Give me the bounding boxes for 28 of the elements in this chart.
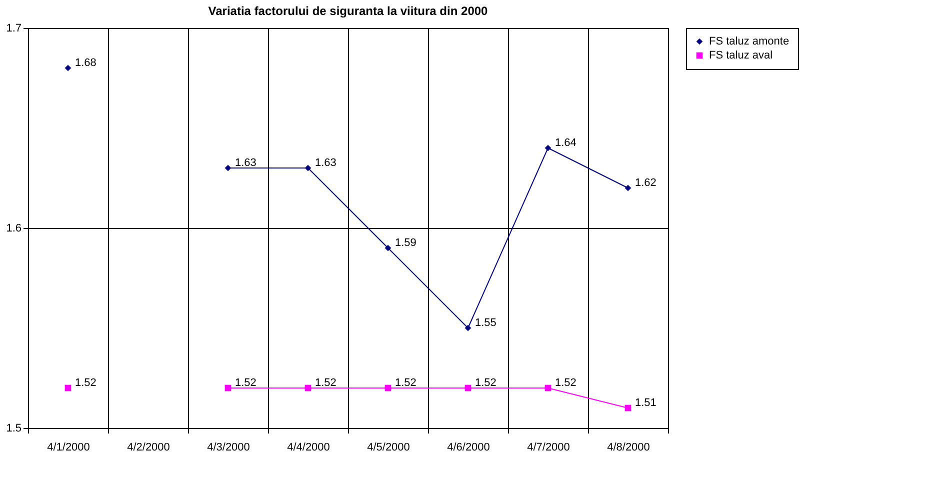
- data-label: 1.59: [395, 237, 416, 249]
- x-tick-label: 4/5/2000: [367, 442, 410, 454]
- data-label: 1.51: [635, 397, 656, 409]
- chart-title: Variatia factorului de siguranta la viitura din 2000: [208, 4, 488, 18]
- legend-label: FS taluz aval: [709, 50, 773, 62]
- x-tick-label: 4/8/2000: [607, 442, 650, 454]
- data-label: 1.64: [555, 137, 576, 149]
- data-label: 1.52: [75, 377, 96, 389]
- data-label: 1.63: [235, 157, 256, 169]
- x-tick-label: 4/7/2000: [527, 442, 570, 454]
- x-tick-label: 4/6/2000: [447, 442, 490, 454]
- data-label: 1.52: [475, 377, 496, 389]
- legend-label: FS taluz amonte: [709, 36, 790, 48]
- data-label: 1.52: [235, 377, 256, 389]
- y-tick-label: 1.5: [6, 422, 22, 434]
- x-tick-label: 4/2/2000: [127, 442, 170, 454]
- y-tick-label: 1.7: [6, 22, 22, 34]
- y-tick-label: 1.6: [6, 222, 22, 234]
- data-label: 1.52: [395, 377, 416, 389]
- x-tick-label: 4/4/2000: [287, 442, 330, 454]
- data-label: 1.52: [555, 377, 576, 389]
- data-label: 1.55: [475, 317, 496, 329]
- x-tick-label: 4/3/2000: [207, 442, 250, 454]
- data-label: 1.62: [635, 177, 656, 189]
- data-label: 1.52: [315, 377, 336, 389]
- data-label: 1.68: [75, 57, 96, 69]
- x-tick-label: 4/1/2000: [47, 442, 90, 454]
- data-label: 1.63: [315, 157, 336, 169]
